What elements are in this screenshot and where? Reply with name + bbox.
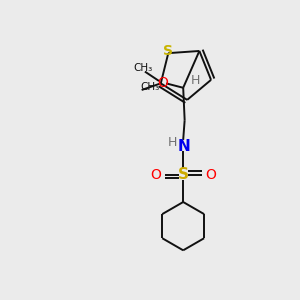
Text: S: S — [163, 44, 173, 58]
Text: O: O — [150, 168, 161, 182]
Text: H: H — [167, 136, 177, 149]
Text: N: N — [177, 139, 190, 154]
Text: S: S — [178, 167, 189, 182]
Text: CH₃: CH₃ — [140, 82, 160, 92]
Text: O: O — [157, 76, 168, 90]
Text: H: H — [191, 74, 200, 87]
Text: O: O — [205, 168, 216, 182]
Text: CH₃: CH₃ — [134, 63, 153, 73]
